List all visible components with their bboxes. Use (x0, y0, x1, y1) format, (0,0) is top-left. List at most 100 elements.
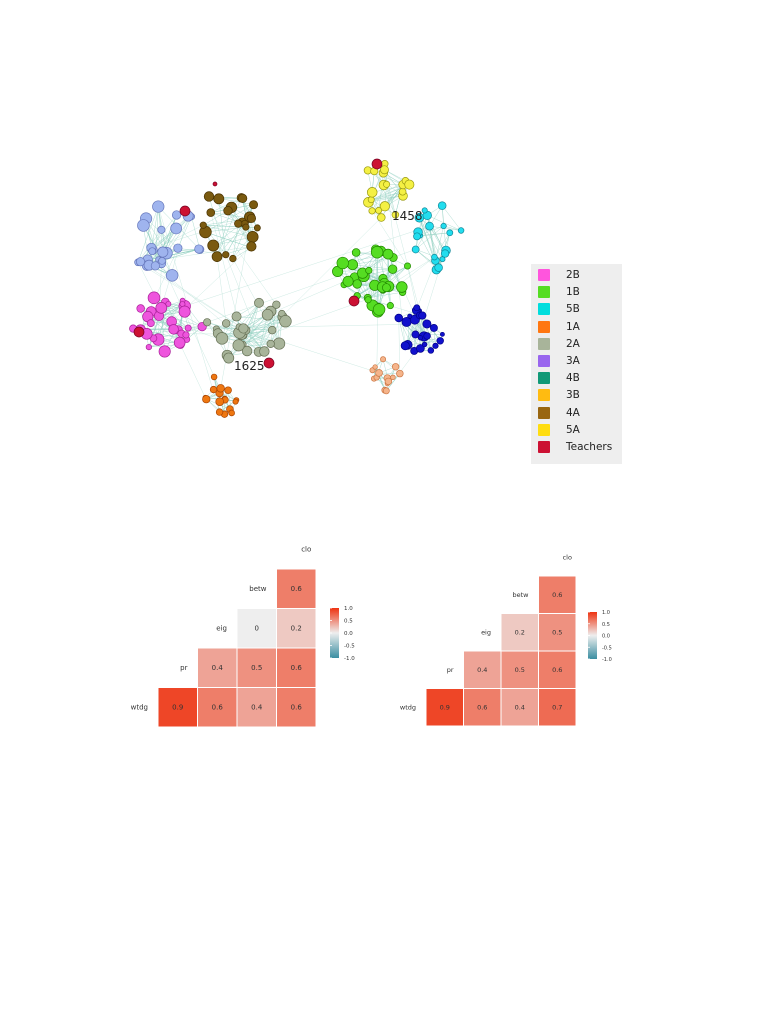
network-node (365, 266, 373, 275)
corr-cell-value: 0.6 (552, 666, 562, 674)
network-edge (386, 184, 420, 311)
network-node (372, 364, 378, 370)
network-edge (137, 262, 246, 331)
legend-item: 3B (538, 388, 580, 402)
corr-cell: 0.5 (500, 650, 539, 689)
network-edge (137, 215, 189, 263)
corr-cell-value: 0.9 (172, 704, 183, 712)
network-node (417, 335, 424, 341)
legend-item: 2A (538, 337, 580, 351)
corr-cell-value: 0.6 (291, 664, 303, 672)
corr-cell-value: 0.2 (515, 629, 525, 637)
corr-colorbar-tick: -0.5 (344, 644, 355, 650)
network-edge (245, 329, 393, 378)
network-edge (155, 206, 159, 266)
network-node (178, 305, 191, 318)
network-node (352, 279, 362, 289)
network-node (382, 248, 394, 260)
network-node (383, 180, 391, 188)
network-node (440, 331, 445, 337)
legend-label: 4B (566, 372, 580, 385)
corr-cell-value: 0.6 (212, 704, 224, 712)
corr-colorbar-tick: -1.0 (602, 657, 612, 663)
corr-cell-rect (538, 688, 577, 727)
network-node-teacher (212, 181, 218, 187)
network-node (413, 232, 421, 241)
corr-colorbar-tick: -0.5 (602, 645, 612, 651)
network-node (380, 356, 387, 363)
network-node (446, 229, 454, 237)
network-node (375, 369, 383, 377)
network-node (423, 332, 431, 340)
network-node (400, 341, 410, 351)
network-edge (232, 227, 247, 259)
network-node (249, 200, 258, 210)
network-edge (267, 276, 355, 315)
network-node (254, 297, 264, 308)
network-edge (374, 170, 396, 215)
network-edge (222, 338, 271, 345)
network-node (416, 344, 425, 353)
corr-cell-value: 0.6 (291, 704, 303, 712)
corr-cell-value: 0.4 (212, 664, 224, 672)
corr-cell-rect (538, 650, 577, 689)
legend-swatch (538, 423, 550, 436)
network-node-teacher (371, 158, 383, 170)
network-edge (232, 223, 239, 259)
network-node (157, 246, 169, 258)
network-node (436, 337, 444, 345)
corr-cell-rect (538, 575, 577, 614)
network-edge (166, 216, 192, 254)
network-node (246, 213, 257, 223)
network-node (259, 346, 270, 357)
network-node-teacher (348, 295, 360, 307)
corr-cell-value: 0.5 (515, 666, 525, 674)
corr-cell: 0.4 (236, 687, 277, 728)
network-edge (372, 256, 435, 306)
network-node (223, 205, 233, 216)
network-node (242, 223, 250, 231)
network-node (165, 300, 172, 307)
corr-cell: 0.7 (538, 688, 577, 727)
legend-swatch (538, 389, 550, 402)
network-edge (225, 254, 265, 352)
network-node (148, 247, 157, 256)
network-edge (352, 264, 393, 270)
network-node (202, 395, 211, 404)
network-edge (180, 344, 206, 398)
network-node (440, 222, 447, 230)
network-node (432, 342, 439, 349)
corr-cell: 0 (236, 608, 277, 649)
network-node (216, 384, 225, 393)
corr-cell-value: 0.6 (552, 591, 562, 599)
corr-cell-rect (236, 608, 277, 649)
corr-cell-rect (276, 647, 317, 688)
network-edge (243, 313, 282, 336)
network-edge (210, 212, 277, 305)
corr-variable-label: betw (249, 585, 266, 593)
network-node (199, 221, 207, 229)
network-node (279, 315, 292, 328)
network-node (182, 331, 190, 339)
network-edge (205, 204, 254, 233)
network-node (394, 313, 403, 323)
corr-cell: 0.4 (463, 650, 502, 689)
network-node (171, 210, 182, 220)
corr-cell: 0.4 (500, 688, 539, 727)
network-node (411, 330, 420, 339)
legend-label: Teachers (566, 441, 613, 453)
network-node (387, 264, 398, 274)
corr-cell-rect (236, 687, 277, 728)
network-node (168, 324, 179, 335)
legend-item: 4B (538, 371, 580, 385)
network-edge (158, 246, 252, 260)
network-edge (434, 232, 451, 258)
correlation-matrix-right: 0.9 0.6 0.4 0.4 0.5 0.2 0.7 0.6 0.5 0.6 wtdg pr eig b… (400, 554, 612, 727)
legend-item: 1B (538, 285, 580, 299)
network-edge (207, 249, 416, 323)
corr-cell-value: 0.4 (515, 704, 525, 712)
corr-cell: 0.6 (276, 647, 317, 688)
corr-cell: 0.2 (276, 608, 317, 649)
corr-variable-label: clo (563, 554, 572, 562)
network-node (194, 244, 204, 254)
